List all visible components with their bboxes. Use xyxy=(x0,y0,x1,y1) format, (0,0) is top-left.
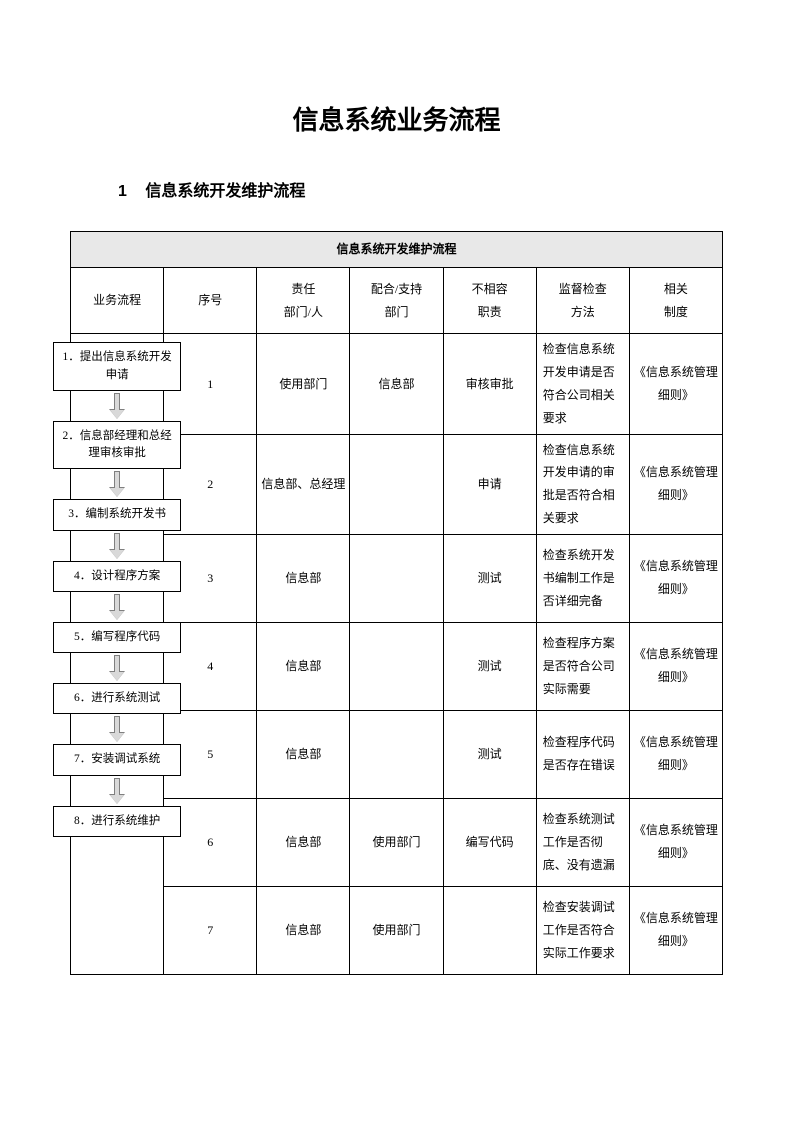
down-arrow-icon xyxy=(110,778,124,804)
cell-supp: 信息部 xyxy=(350,334,443,434)
flow-step: 7．安装调试系统 xyxy=(53,744,181,775)
down-arrow-icon xyxy=(110,594,124,620)
cell-incomp: 审核审批 xyxy=(443,334,536,434)
cell-resp: 信息部 xyxy=(257,622,350,710)
cell-check: 检查程序方案是否符合公司实际需要 xyxy=(536,622,629,710)
flow-step: 5．编写程序代码 xyxy=(53,622,181,653)
flow-step: 6．进行系统测试 xyxy=(53,683,181,714)
cell-check: 检查系统开发书编制工作是否详细完备 xyxy=(536,534,629,622)
flowchart: 1．提出信息系统开发申请 2．信息部经理和总经理审核审批 3．编制系统开发书 4… xyxy=(77,342,157,837)
cell-supp: 使用部门 xyxy=(350,798,443,886)
cell-rule: 《信息系统管理细则》 xyxy=(629,798,722,886)
cell-supp xyxy=(350,710,443,798)
down-arrow-icon xyxy=(110,716,124,742)
cell-rule: 《信息系统管理细则》 xyxy=(629,710,722,798)
cell-rule: 《信息系统管理细则》 xyxy=(629,534,722,622)
header-check: 监督检查 方法 xyxy=(536,267,629,334)
flow-step: 4．设计程序方案 xyxy=(53,561,181,592)
flow-step: 8．进行系统维护 xyxy=(53,806,181,837)
flow-step: 1．提出信息系统开发申请 xyxy=(53,342,181,391)
header-incomp: 不相容 职责 xyxy=(443,267,536,334)
header-resp: 责任 部门/人 xyxy=(257,267,350,334)
cell-incomp: 申请 xyxy=(443,434,536,534)
flow-step: 3．编制系统开发书 xyxy=(53,499,181,530)
cell-incomp: 测试 xyxy=(443,710,536,798)
cell-rule: 《信息系统管理细则》 xyxy=(629,886,722,974)
cell-supp xyxy=(350,434,443,534)
cell-check: 检查信息系统开发申请的审批是否符合相关要求 xyxy=(536,434,629,534)
cell-supp: 使用部门 xyxy=(350,886,443,974)
cell-check: 检查程序代码是否存在错误 xyxy=(536,710,629,798)
header-flow: 业务流程 xyxy=(71,267,164,334)
cell-supp xyxy=(350,622,443,710)
section-title: 1 信息系统开发维护流程 xyxy=(118,177,723,201)
flow-step: 2．信息部经理和总经理审核审批 xyxy=(53,421,181,470)
down-arrow-icon xyxy=(110,655,124,681)
down-arrow-icon xyxy=(110,533,124,559)
cell-incomp: 测试 xyxy=(443,622,536,710)
cell-resp: 使用部门 xyxy=(257,334,350,434)
flowchart-cell: 1．提出信息系统开发申请 2．信息部经理和总经理审核审批 3．编制系统开发书 4… xyxy=(71,334,164,974)
cell-num: 7 xyxy=(164,886,257,974)
cell-check: 检查安装调试工作是否符合实际工作要求 xyxy=(536,886,629,974)
cell-check: 检查信息系统开发申请是否符合公司相关要求 xyxy=(536,334,629,434)
table-title: 信息系统开发维护流程 xyxy=(71,232,723,268)
cell-resp: 信息部、总经理 xyxy=(257,434,350,534)
table-title-row: 信息系统开发维护流程 xyxy=(71,232,723,268)
cell-rule: 《信息系统管理细则》 xyxy=(629,622,722,710)
section-number: 1 xyxy=(118,183,127,200)
cell-resp: 信息部 xyxy=(257,534,350,622)
cell-supp xyxy=(350,534,443,622)
down-arrow-icon xyxy=(110,471,124,497)
cell-rule: 《信息系统管理细则》 xyxy=(629,434,722,534)
header-supp: 配合/支持 部门 xyxy=(350,267,443,334)
table-row: 7 信息部 使用部门 检查安装调试工作是否符合实际工作要求 《信息系统管理细则》 xyxy=(71,886,723,974)
section-text: 信息系统开发维护流程 xyxy=(145,183,305,200)
cell-resp: 信息部 xyxy=(257,886,350,974)
cell-incomp xyxy=(443,886,536,974)
header-rule: 相关 制度 xyxy=(629,267,722,334)
cell-check: 检查系统测试工作是否彻底、没有遗漏 xyxy=(536,798,629,886)
table-row: 1．提出信息系统开发申请 2．信息部经理和总经理审核审批 3．编制系统开发书 4… xyxy=(71,334,723,434)
table-header-row: 业务流程 序号 责任 部门/人 配合/支持 部门 不相容 职责 监督检查 方法 … xyxy=(71,267,723,334)
cell-incomp: 测试 xyxy=(443,534,536,622)
header-num: 序号 xyxy=(164,267,257,334)
cell-resp: 信息部 xyxy=(257,710,350,798)
cell-resp: 信息部 xyxy=(257,798,350,886)
cell-incomp: 编写代码 xyxy=(443,798,536,886)
main-title: 信息系统业务流程 xyxy=(70,100,723,137)
down-arrow-icon xyxy=(110,393,124,419)
cell-rule: 《信息系统管理细则》 xyxy=(629,334,722,434)
process-table: 信息系统开发维护流程 业务流程 序号 责任 部门/人 配合/支持 部门 不相容 … xyxy=(70,231,723,975)
